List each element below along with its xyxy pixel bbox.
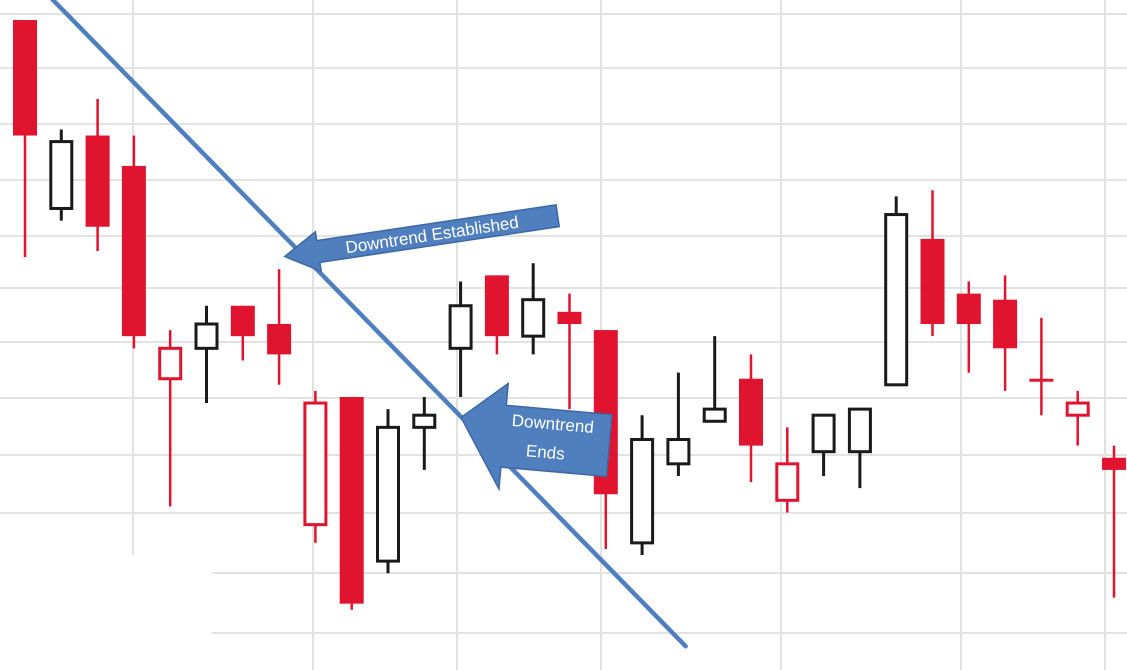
candle-body (1065, 401, 1090, 417)
arrow-shape (460, 381, 613, 492)
candle-body (121, 165, 146, 337)
candle-body (484, 275, 509, 337)
candle (13, 20, 37, 258)
annotation-label: Ends (525, 441, 565, 463)
candle (521, 263, 546, 355)
candle (702, 336, 727, 423)
candle (739, 354, 763, 483)
candle-body (49, 140, 74, 210)
candle (448, 281, 473, 397)
candle-body (267, 324, 292, 355)
candle-body (630, 438, 655, 545)
candle-body (811, 413, 836, 454)
candle (267, 269, 292, 385)
candle (484, 275, 509, 355)
candles (13, 20, 1126, 610)
candle-body (158, 346, 183, 381)
candle (376, 409, 400, 574)
candle-body (1102, 457, 1126, 470)
candle-body (666, 438, 691, 466)
candle-body (775, 462, 800, 502)
candle (194, 305, 219, 404)
trendline-group (49, 0, 688, 649)
candle-body (884, 213, 909, 387)
candle (49, 129, 74, 221)
candle-body (448, 304, 473, 350)
candle-body (303, 401, 328, 527)
candle (956, 281, 981, 373)
candle-body (230, 305, 255, 337)
candle-body (521, 298, 546, 338)
candle (121, 135, 146, 349)
candle (1102, 445, 1126, 598)
candle (775, 427, 800, 513)
candle-body (739, 378, 763, 446)
downtrend-line (49, 0, 688, 649)
candle (630, 415, 655, 556)
candle (85, 99, 110, 252)
candle-body (920, 238, 945, 324)
candle (811, 413, 836, 476)
candle (920, 190, 945, 337)
candle-body (339, 396, 364, 604)
candle-body (847, 407, 872, 454)
candle (993, 275, 1018, 391)
candle (884, 196, 909, 387)
candle-body (993, 299, 1018, 349)
candle-body (194, 322, 219, 350)
candle-body (85, 135, 110, 227)
candle-body (557, 311, 582, 324)
candle-body (956, 293, 981, 324)
candle (230, 305, 255, 361)
candle (1065, 390, 1090, 446)
candle-body (376, 425, 400, 563)
candle (666, 372, 691, 476)
candle (557, 293, 582, 410)
candle-body (702, 407, 727, 423)
candle (1029, 317, 1054, 416)
candle-body (13, 20, 37, 136)
candle (339, 396, 364, 610)
candle (158, 330, 183, 507)
candle-body (1029, 378, 1054, 382)
candle-body (412, 413, 437, 429)
annotation-label: Downtrend Established (344, 213, 520, 258)
candle (412, 396, 437, 470)
arrow-shape (283, 204, 561, 273)
candle (303, 390, 328, 543)
candle (847, 407, 872, 489)
